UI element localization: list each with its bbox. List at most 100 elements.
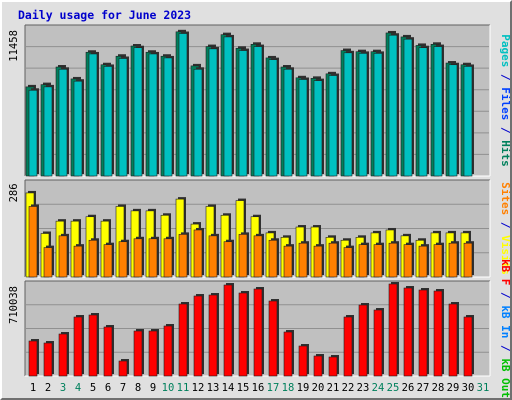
x-tick-label: 25 — [387, 382, 400, 394]
x-tick-label: 5 — [90, 382, 96, 394]
bar-hits-files-pages-files — [403, 38, 413, 177]
bar-visits-sites-sites — [28, 206, 38, 278]
x-tick-label: 19 — [297, 382, 310, 394]
bar-hits-files-pages-files — [223, 36, 233, 177]
bar-visits-sites-sites — [403, 244, 413, 278]
bar-kbytes-kb-f — [373, 309, 383, 377]
bar-kbytes-kb-f — [43, 342, 53, 377]
bar-kbytes-kb-f — [238, 292, 248, 377]
bar-hits-files-pages-files — [148, 53, 158, 177]
bar-hits-files-pages-files — [253, 46, 263, 177]
bar-visits-sites-sites — [88, 239, 98, 278]
x-tick-label: 31 — [477, 382, 490, 394]
bar-visits-sites-sites — [193, 229, 203, 278]
bar-kbytes-kb-f — [358, 304, 368, 377]
legend-sites: Sites — [499, 182, 510, 215]
x-tick-label: 9 — [150, 382, 156, 394]
legend-separator: / — [499, 285, 510, 305]
bar-visits-sites-sites — [253, 235, 263, 278]
bar-visits-sites-sites — [313, 245, 323, 278]
x-tick-label: 14 — [222, 382, 235, 394]
bar-kbytes-kb-f — [403, 287, 413, 377]
bar-kbytes-kb-f — [178, 303, 188, 377]
legend-separator: / — [499, 338, 510, 358]
bar-kbytes-kb-f — [253, 288, 263, 377]
bar-visits-sites-sites — [283, 245, 293, 278]
x-tick-label: 2 — [45, 382, 51, 394]
bar-hits-files-pages-files — [343, 52, 353, 177]
legend-visits-sites: Sites / Visits — [499, 182, 510, 275]
x-tick-label: 26 — [402, 382, 415, 394]
x-tick-label: 17 — [267, 382, 280, 394]
x-tick-label: 30 — [462, 382, 475, 394]
bar-visits-sites-sites — [388, 242, 398, 278]
bar-hits-files-pages-files — [418, 47, 428, 177]
bar-kbytes-kb-f — [343, 316, 353, 377]
x-tick-label: 7 — [120, 382, 126, 394]
bar-kbytes-kb-f — [388, 283, 398, 377]
legend-kbytes: kB F / kB In / kB Out — [499, 259, 510, 398]
legend-separator: / — [499, 215, 510, 235]
bar-kbytes-kb-f — [463, 316, 473, 377]
bar-kbytes-kb-f — [448, 303, 458, 377]
x-tick-label: 10 — [162, 382, 175, 394]
bar-hits-files-pages-files — [28, 89, 38, 177]
bar-visits-sites-sites — [448, 242, 458, 278]
bar-hits-files-pages-files — [193, 68, 203, 177]
bar-kbytes-kb-f — [223, 284, 233, 377]
x-tick-label: 18 — [282, 382, 295, 394]
bar-kbytes-kb-f — [88, 314, 98, 377]
legend-hits: Hits — [499, 140, 510, 167]
bar-kbytes-kb-f — [133, 330, 143, 377]
bar-hits-files-pages-files — [178, 33, 188, 177]
bar-kbytes-kb-f — [208, 294, 218, 377]
bar-hits-files-pages-files — [103, 66, 113, 177]
x-tick-label: 12 — [192, 382, 205, 394]
bar-kbytes-kb-f — [283, 331, 293, 377]
x-tick-label: 27 — [417, 382, 430, 394]
legend-kbin: kB In — [499, 305, 510, 338]
bar-visits-sites-sites — [163, 238, 173, 278]
bar-kbytes-kb-f — [148, 330, 158, 377]
bar-visits-sites-sites — [358, 244, 368, 278]
bar-hits-files-pages-files — [118, 58, 128, 177]
bar-kbytes-kb-f — [328, 356, 338, 377]
x-tick-label: 22 — [342, 382, 355, 394]
legend-pages: Pages — [499, 34, 510, 67]
bar-visits-sites-sites — [298, 242, 308, 278]
bar-hits-files-pages-files — [448, 64, 458, 177]
y-tick-label: 286 — [8, 183, 20, 202]
legend-hits-files-pages: Pages / Files / Hits — [499, 34, 510, 167]
x-tick-label: 24 — [372, 382, 385, 394]
bar-visits-sites-sites — [343, 247, 353, 278]
bar-visits-sites-sites — [328, 242, 338, 278]
x-tick-label: 16 — [252, 382, 265, 394]
bar-visits-sites-sites — [418, 245, 428, 278]
bar-hits-files-pages-files — [208, 48, 218, 177]
x-tick-label: 4 — [75, 382, 81, 394]
bar-visits-sites-sites — [58, 235, 68, 278]
bar-hits-files-pages-files — [58, 68, 68, 177]
bar-hits-files-pages-files — [388, 34, 398, 177]
bar-hits-files-pages-files — [463, 66, 473, 177]
y-tick-label: 710038 — [8, 286, 20, 324]
x-tick-label: 21 — [327, 382, 340, 394]
bar-hits-files-pages-files — [73, 80, 83, 177]
x-tick-label: 8 — [135, 382, 141, 394]
bar-visits-sites-sites — [268, 239, 278, 278]
bar-visits-sites-sites — [238, 234, 248, 278]
bar-kbytes-kb-f — [103, 326, 113, 377]
bar-hits-files-pages-files — [283, 68, 293, 177]
x-tick-label: 1 — [30, 382, 36, 394]
bar-visits-sites-sites — [178, 234, 188, 278]
legend-kbout: kB Out — [499, 358, 510, 398]
bar-kbytes-kb-f — [193, 295, 203, 377]
bar-hits-files-pages-files — [163, 57, 173, 177]
bar-kbytes-kb-f — [313, 355, 323, 377]
bar-kbytes-kb-f — [418, 289, 428, 377]
bar-hits-files-pages-files — [328, 75, 338, 177]
legend-separator: / — [499, 67, 510, 87]
bar-visits-sites-sites — [133, 238, 143, 278]
bar-visits-sites-sites — [73, 245, 83, 278]
